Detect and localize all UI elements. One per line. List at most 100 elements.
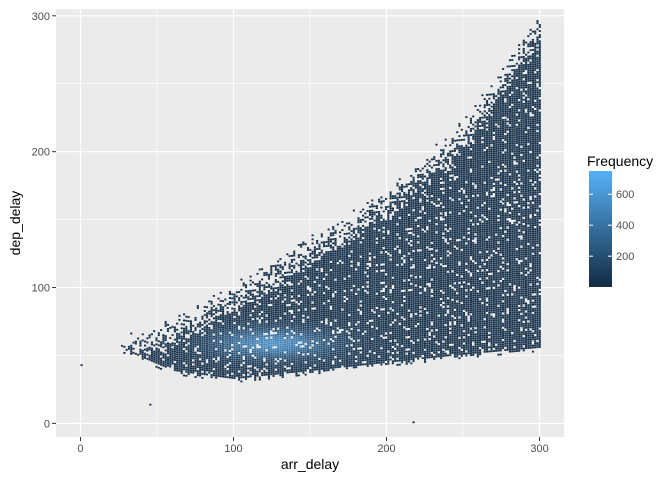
heatmap-cell (387, 205, 390, 208)
heatmap-cell (320, 233, 323, 236)
heatmap-cell (288, 314, 291, 317)
heatmap-cell (208, 331, 211, 333)
heatmap-cell (378, 272, 381, 274)
heatmap-cell (309, 350, 312, 353)
heatmap-cell (290, 287, 293, 290)
heatmap-cell (240, 374, 243, 377)
heatmap-cell (378, 282, 381, 285)
heatmap-cell (185, 328, 188, 330)
heatmap-cell (288, 326, 291, 329)
heatmap-cell (375, 360, 378, 362)
heatmap-cell (249, 336, 252, 339)
heatmap-cell (332, 285, 335, 288)
heatmap-cell (222, 363, 225, 366)
heatmap-cell (339, 335, 342, 338)
heatmap-cell (164, 357, 167, 360)
heatmap-cell (403, 226, 406, 229)
heatmap-cell (309, 358, 312, 361)
heatmap-cell (403, 194, 406, 196)
heatmap-cell (334, 231, 337, 234)
heatmap-cell (355, 290, 358, 293)
heatmap-cell (311, 328, 314, 330)
heatmap-cell (334, 270, 337, 273)
heatmap-cell (373, 305, 376, 308)
heatmap-cell (249, 283, 252, 286)
heatmap-cell (235, 301, 238, 304)
heatmap-cell (318, 260, 321, 262)
heatmap-cell (240, 301, 243, 303)
heatmap-cell (334, 229, 337, 232)
heatmap-cell (323, 255, 326, 258)
heatmap-cell (272, 358, 275, 361)
heatmap-cell (277, 364, 280, 367)
heatmap-cell (396, 268, 399, 270)
heatmap-cell (185, 332, 188, 334)
heatmap-cell (401, 216, 404, 219)
heatmap-cell (398, 304, 401, 307)
heatmap-cell (394, 300, 397, 303)
heatmap-cell (270, 269, 273, 272)
heatmap-cell (394, 256, 397, 258)
heatmap-cell (375, 331, 378, 334)
heatmap-cell (343, 302, 346, 305)
heatmap-cell (286, 318, 289, 321)
heatmap-cell (373, 360, 376, 363)
heatmap-cell (316, 303, 319, 306)
heatmap-cell (306, 359, 310, 362)
heatmap-cell (348, 330, 351, 333)
heatmap-cell (352, 358, 355, 361)
heatmap-cell (357, 251, 360, 254)
heatmap-cell (274, 264, 277, 267)
heatmap-cell (306, 367, 310, 370)
heatmap-cell (306, 275, 310, 278)
heatmap-cell (261, 300, 264, 303)
heatmap-cell (345, 312, 349, 315)
heatmap-cell (295, 358, 298, 361)
heatmap-cell (396, 204, 399, 207)
heatmap-cell (396, 327, 399, 330)
heatmap-cell (327, 308, 330, 310)
heatmap-cell (226, 313, 229, 315)
heatmap-cell (387, 214, 390, 216)
heatmap-cell (371, 321, 374, 324)
heatmap-cell (320, 284, 323, 287)
heatmap-cell (311, 281, 314, 284)
heatmap-cell (355, 258, 358, 261)
heatmap-cell (327, 354, 330, 357)
heatmap-cell (261, 329, 264, 332)
heatmap-cell (267, 363, 271, 366)
heatmap-cell (290, 332, 293, 335)
heatmap-cell (283, 339, 287, 342)
heatmap-cell (371, 268, 374, 271)
heatmap-cell (323, 357, 326, 360)
heatmap-cell (247, 304, 250, 307)
heatmap-cell (283, 306, 287, 309)
heatmap-cell (281, 288, 284, 291)
heatmap-cell (368, 224, 372, 227)
heatmap-cell (327, 359, 330, 361)
heatmap-cell (387, 354, 390, 357)
heatmap-cell (341, 345, 344, 348)
heatmap-cell (371, 250, 374, 253)
heatmap-cell (228, 356, 231, 359)
heatmap-cell (403, 316, 406, 319)
heatmap-cell (313, 250, 316, 253)
heatmap-cell (350, 246, 353, 249)
heatmap-cell (231, 328, 234, 330)
heatmap-cell (210, 361, 213, 364)
heatmap-cell (387, 258, 390, 261)
heatmap-cell (332, 234, 335, 237)
heatmap-cell (359, 265, 362, 268)
heatmap-cell (228, 374, 231, 377)
heatmap-cell (398, 196, 401, 199)
heatmap-cell (373, 321, 376, 324)
heatmap-cell (219, 346, 222, 349)
heatmap-cell (394, 231, 397, 234)
heatmap-cell (300, 364, 303, 366)
heatmap-cell (355, 248, 358, 250)
heatmap-cell (254, 336, 257, 339)
heatmap-cell (164, 335, 167, 338)
heatmap-cell (341, 298, 344, 301)
heatmap-cell (345, 269, 349, 272)
heatmap-cell (339, 304, 342, 307)
